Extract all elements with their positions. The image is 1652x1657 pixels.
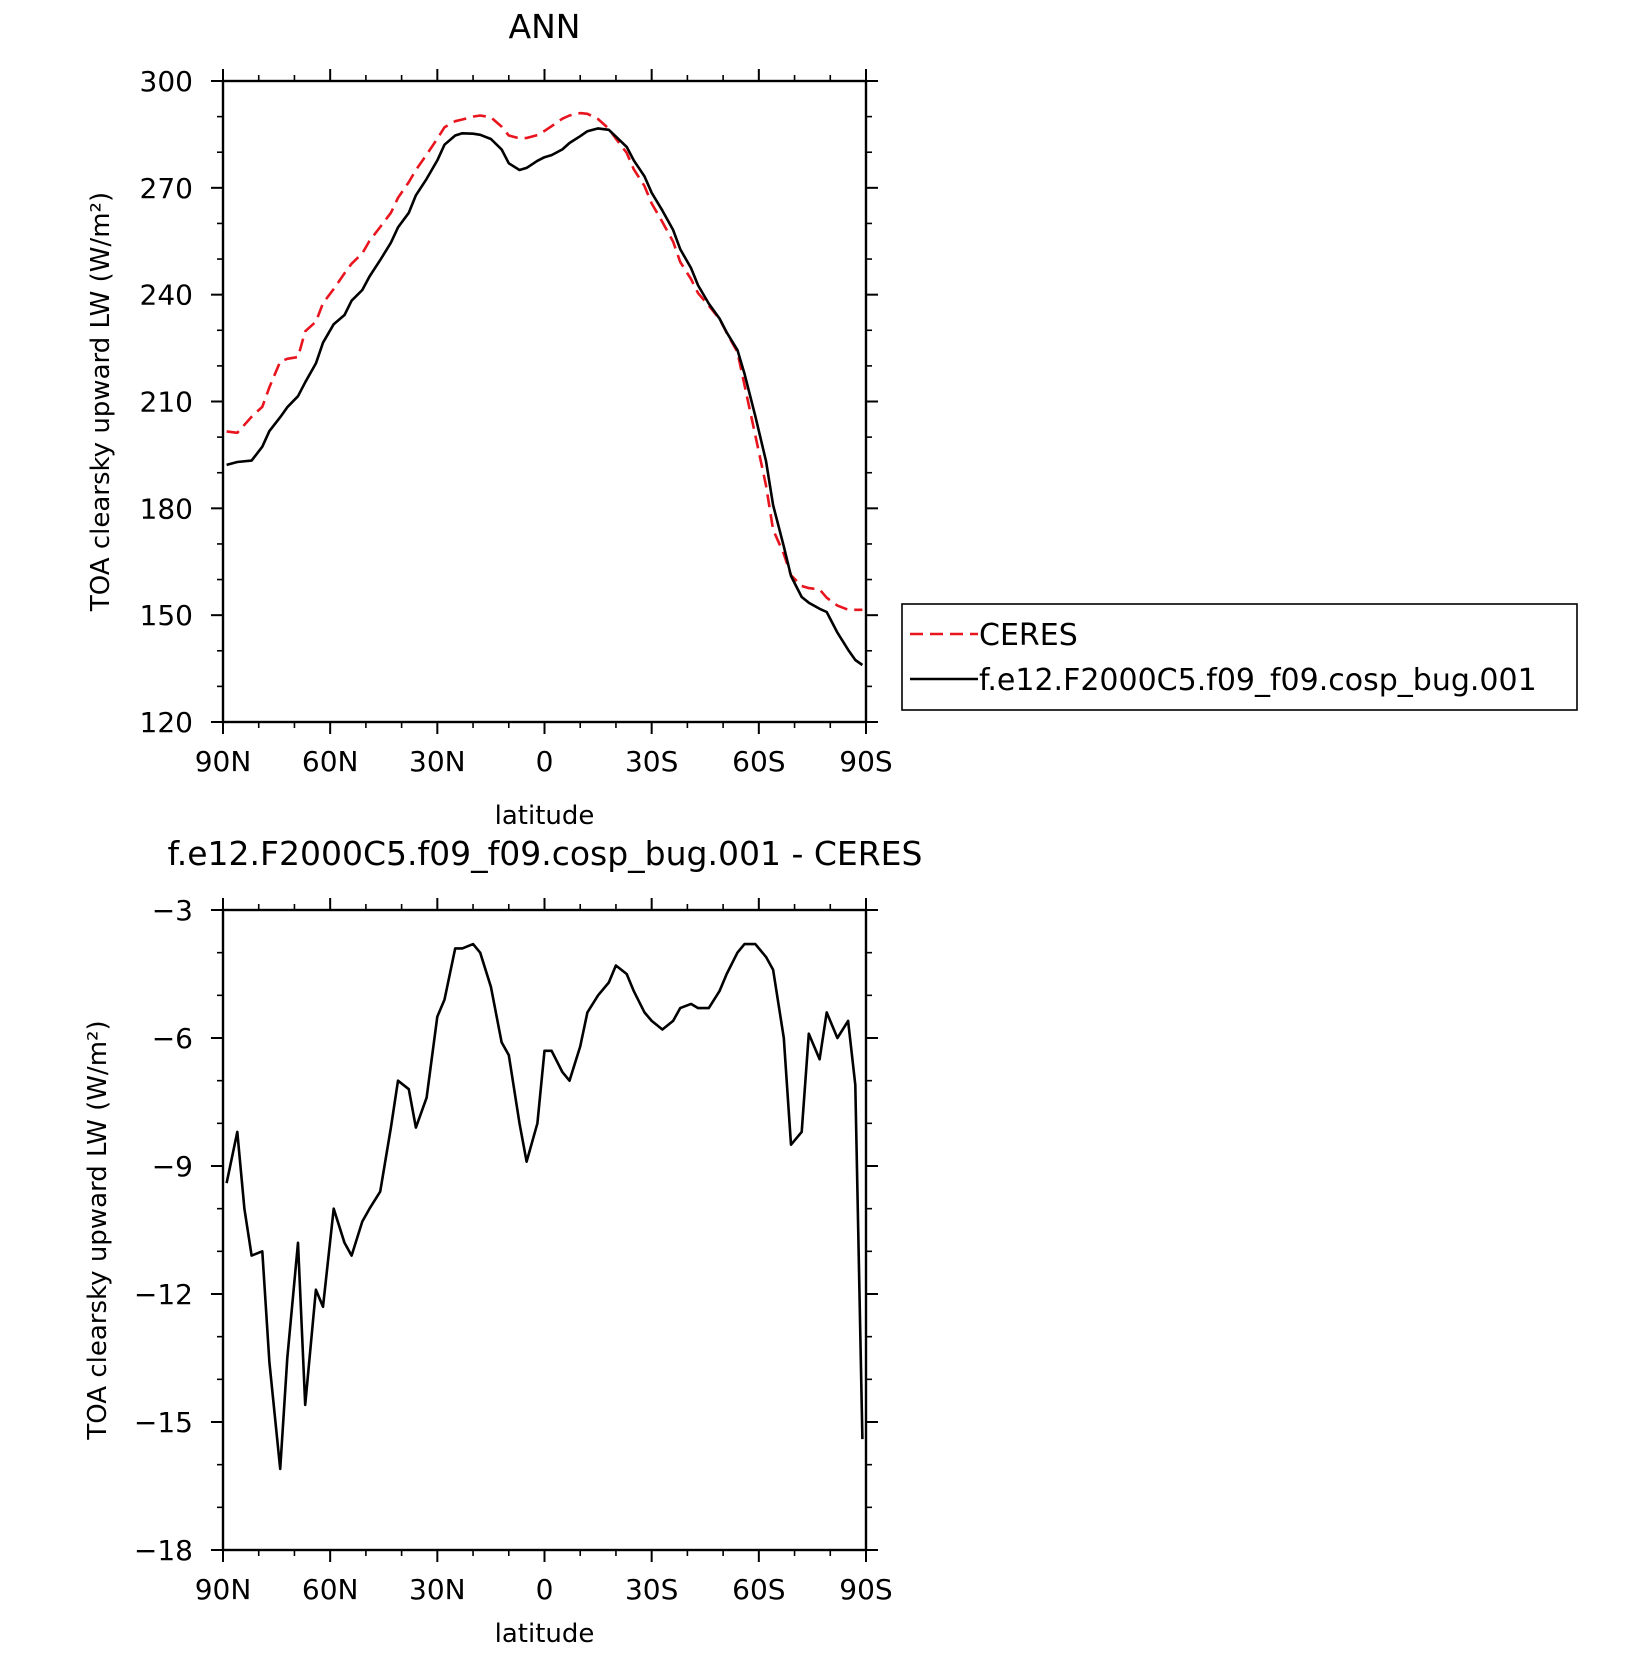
top-plot-frame <box>221 79 868 724</box>
x-tick-label-90S: 90S <box>839 745 892 778</box>
x-tick-label-90S: 90S <box>839 1573 892 1606</box>
y-tick-label--9: −9 <box>152 1150 193 1183</box>
bottom-major-ticks: 90N 60N 30N 0 30S 60S 90S −18 −15 −12 −9 −6 −3 <box>134 894 893 1606</box>
bottom-x-axis-label: latitude <box>495 1619 595 1649</box>
legend-label-model: f.e12.F2000C5.f09_f09.cosp_bug.001 <box>979 663 1537 698</box>
x-tick-label-30S: 30S <box>625 1573 678 1606</box>
series-line-difference-0 <box>225 942 864 1471</box>
y-tick-label-240: 240 <box>140 279 193 312</box>
x-tick-label-30S: 30S <box>625 745 678 778</box>
legend: CERES f.e12.F2000C5.f09_f09.cosp_bug.001 <box>901 603 1578 711</box>
y-tick-label-180: 180 <box>140 492 193 525</box>
bottom-chart-title: f.e12.F2000C5.f09_f09.cosp_bug.001 - CER… <box>168 834 923 873</box>
x-tick-label-60S: 60S <box>732 1573 785 1606</box>
x-tick-label-30N: 30N <box>409 1573 466 1606</box>
x-tick-label-90N: 90N <box>195 745 252 778</box>
x-tick-label-90N: 90N <box>195 1573 252 1606</box>
x-tick-label-30N: 30N <box>409 745 466 778</box>
bottom-minor-ticks <box>217 904 872 1556</box>
bottom-series-lines <box>225 942 864 1471</box>
top-minor-ticks <box>217 75 872 728</box>
x-tick-label-60N: 60N <box>302 745 359 778</box>
y-tick-label-210: 210 <box>140 386 193 419</box>
y-tick-label--15: −15 <box>134 1406 193 1439</box>
series-line-f-e12-f2000c5-f09-f09-cosp-bug-001 <box>226 127 864 667</box>
x-tick-label-0: 0 <box>536 1573 554 1606</box>
legend-label-ceres: CERES <box>979 618 1078 653</box>
legend-box <box>901 603 1578 711</box>
x-tick-label-60N: 60N <box>302 1573 359 1606</box>
y-tick-label--18: −18 <box>134 1534 193 1567</box>
y-tick-label--6: −6 <box>152 1022 193 1055</box>
bottom-y-axis-label: TOA clearsky upward LW (W/m²) <box>83 1020 113 1440</box>
bottom-panel: 90N 60N 30N 0 30S 60S 90S −18 −15 −12 −9 −6 −3 f.e12… <box>83 834 922 1649</box>
bottom-plot-frame <box>221 908 868 1552</box>
x-tick-label-60S: 60S <box>732 745 785 778</box>
top-y-axis-label: TOA clearsky upward LW (W/m²) <box>86 192 116 612</box>
top-chart-title: ANN <box>509 7 581 46</box>
x-tick-label-0: 0 <box>536 745 554 778</box>
top-panel: 90N 60N 30N 0 30S 60S 90S 120 150 180 210 240 270 300… <box>86 7 893 831</box>
y-tick-label-300: 300 <box>140 65 193 98</box>
top-major-ticks: 90N 60N 30N 0 30S 60S 90S 120 150 180 210 240 270 300 <box>140 65 893 778</box>
y-tick-label--3: −3 <box>152 894 193 927</box>
series-line-ceres <box>226 111 863 612</box>
y-tick-label-120: 120 <box>140 706 193 739</box>
y-tick-label--12: −12 <box>134 1278 193 1311</box>
y-tick-label-150: 150 <box>140 599 193 632</box>
top-x-axis-label: latitude <box>495 801 595 831</box>
y-tick-label-270: 270 <box>140 172 193 205</box>
top-series-lines <box>226 111 864 667</box>
